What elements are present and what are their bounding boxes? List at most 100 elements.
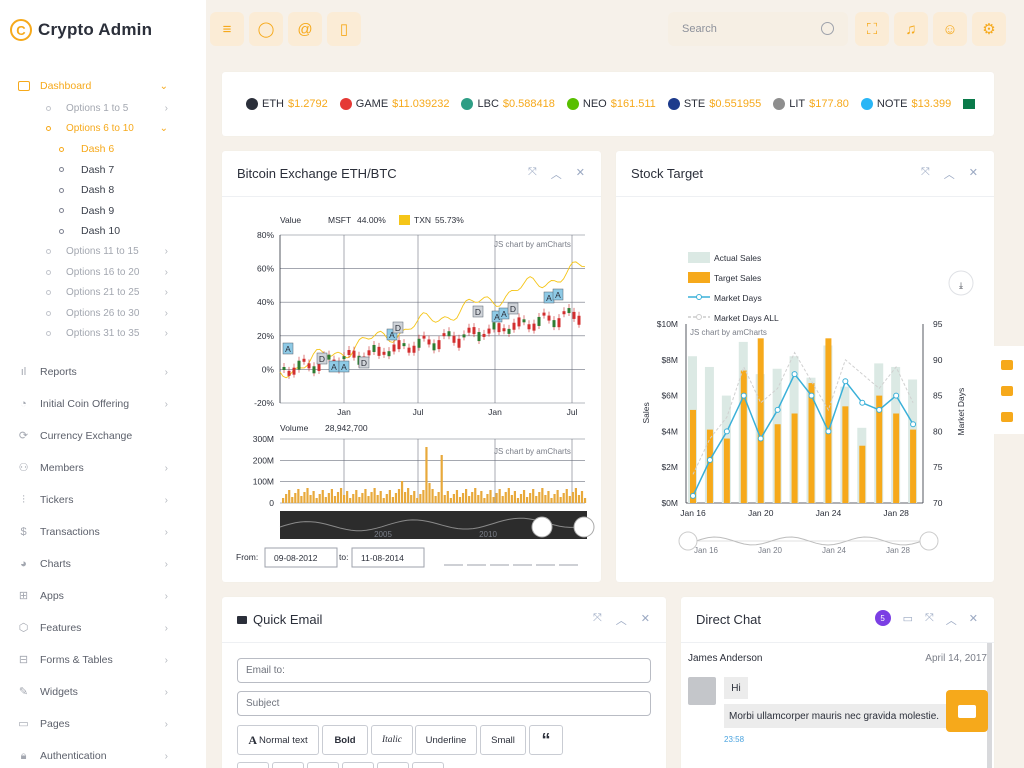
menu-button[interactable]: ≡ — [210, 12, 244, 46]
close-icon[interactable]: ✕ — [968, 613, 978, 625]
close-icon[interactable]: ✕ — [640, 613, 650, 625]
sidebar-item-dash[interactable]: Dash 6 — [0, 139, 206, 160]
sidebar-item-pages[interactable]: ▭ Pages › — [0, 708, 206, 740]
sidebar-item-dashboard[interactable]: Dashboard ⌄ — [0, 74, 206, 98]
candlestick — [377, 346, 381, 356]
collapse-icon[interactable]: ︿ — [615, 615, 627, 627]
stock-target-chart[interactable]: Actual Sales Target Sales Market Days Marke… — [616, 197, 994, 582]
point-market-days — [893, 392, 900, 399]
expand-icon[interactable]: ⤧ — [920, 166, 930, 178]
sidebar-item-dash[interactable]: Dash 7 — [0, 160, 206, 181]
ticker-item[interactable]: NEO $161.511 — [566, 98, 656, 110]
image-icon[interactable] — [1001, 386, 1013, 396]
volume-bar — [361, 493, 364, 503]
sidebar-item-charts[interactable]: ◕ Charts › — [0, 548, 206, 580]
settings-button[interactable]: ⚙ — [972, 12, 1006, 46]
sidebar-item-members[interactable]: ⚇ Members › — [0, 452, 206, 484]
expand-icon[interactable]: ⤧ — [924, 612, 934, 624]
series-line-market-days-all — [692, 351, 914, 475]
sidebar-item-initial-coin-offering[interactable]: ◔ Initial Coin Offering › — [0, 388, 206, 420]
ticker-item[interactable]: STE $0.551955 — [667, 98, 761, 110]
expand-icon[interactable]: ⤧ — [592, 612, 602, 624]
bell-button[interactable]: ♫ — [894, 12, 928, 46]
sidebar-item-tickers[interactable]: ⫶ Tickers › — [0, 484, 206, 516]
event-flag-label: A — [494, 312, 500, 322]
chat-button[interactable]: ◯ — [249, 12, 283, 46]
ticker-item[interactable]: NOTE $13.399 — [860, 98, 951, 110]
bold-button[interactable]: Bold — [322, 725, 368, 755]
small-button[interactable]: Small — [480, 725, 526, 755]
ticker-item[interactable]: ETH $1.2792 — [246, 98, 328, 110]
volume-bar — [285, 494, 288, 503]
user-button[interactable]: ☺ — [933, 12, 967, 46]
normal-text-button[interactable]: A Normal text — [237, 725, 319, 755]
candlestick — [292, 367, 296, 375]
point-market-days — [757, 435, 764, 442]
app-logo[interactable]: C Crypto Admin — [10, 14, 152, 46]
sidebar-item-apps[interactable]: ⊞ Apps › — [0, 580, 206, 612]
chat-launcher-button[interactable] — [946, 690, 988, 732]
sidebar-item-dash[interactable]: Dash 10 — [0, 221, 206, 242]
sidebar-item-options[interactable]: Options 31 to 35 › — [0, 324, 206, 345]
point-market-days — [791, 371, 798, 378]
sidebar-item-options[interactable]: Options 1 to 5 › — [0, 98, 206, 119]
pie-icon: ◕ — [20, 557, 27, 570]
ticker-symbol: LBC — [477, 98, 499, 110]
camera-icon[interactable] — [1001, 360, 1013, 370]
bar-chart-icon: ıl — [20, 365, 27, 378]
point-market-days — [825, 428, 832, 435]
expand-icon[interactable]: ⤧ — [527, 166, 537, 178]
ticker-item[interactable]: LIT $177.80 — [773, 98, 849, 110]
sidebar-item-widgets[interactable]: ✎ Widgets › — [0, 676, 206, 708]
chat-icon[interactable]: ▭ — [902, 613, 913, 625]
ticker-item[interactable]: GAME $11.039232 — [339, 98, 449, 110]
coin-icon — [963, 99, 976, 109]
y-left-label: Sales — [641, 402, 651, 423]
clipboard-button[interactable]: ▯ — [327, 12, 361, 46]
volume-tick-label: 200M — [253, 455, 274, 465]
sidebar-item-options[interactable]: Options 6 to 10 ⌄ — [0, 119, 206, 140]
volume-bar — [449, 498, 452, 503]
candlestick — [457, 338, 461, 348]
sidebar-item-transactions[interactable]: $ Transactions › — [0, 516, 206, 548]
sidebar-item-dash[interactable]: Dash 9 — [0, 201, 206, 222]
layers-icon[interactable] — [1001, 412, 1013, 422]
subject-field[interactable]: Subject — [237, 691, 651, 716]
close-icon[interactable]: ✕ — [575, 167, 585, 179]
bar-target-sales — [774, 424, 781, 503]
scrollbar[interactable] — [987, 643, 992, 768]
volume-bar — [339, 488, 343, 503]
event-flag-label: D — [361, 358, 367, 368]
sidebar-item-options[interactable]: Options 16 to 20 › — [0, 262, 206, 283]
sidebar-item-options[interactable]: Options 11 to 15 › — [0, 242, 206, 263]
quote-button[interactable]: “ — [529, 725, 563, 755]
email-to-field[interactable]: Email to: — [237, 658, 651, 683]
sidebar-item-options[interactable]: Options 26 to 30 › — [0, 303, 206, 324]
underline-button[interactable]: Underline — [415, 725, 477, 755]
candlestick — [407, 347, 411, 353]
sidebar-item-currency-exchange[interactable]: ⟳ Currency Exchange — [0, 420, 206, 452]
ticker-price: $177.80 — [809, 98, 849, 110]
y-left-tick: $4M — [661, 426, 678, 436]
bitcoin-chart[interactable]: Value MSFT 44.00% TXN 55.73% JS chart by amCh… — [222, 197, 601, 582]
sidebar-item-forms-tables[interactable]: ⊟ Forms & Tables › — [0, 644, 206, 676]
event-flag — [392, 321, 404, 334]
at-button[interactable]: @ — [288, 12, 322, 46]
sidebar-item-features[interactable]: ⬡ Features › — [0, 612, 206, 644]
volume-bar — [294, 493, 297, 503]
search-input[interactable]: Search — [668, 12, 848, 46]
collapse-icon[interactable]: ︿ — [945, 615, 957, 627]
search-icon[interactable] — [821, 22, 834, 35]
y-tick-label: 0% — [262, 364, 275, 374]
collapse-icon[interactable]: ︿ — [550, 169, 562, 181]
sidebar-item-authentication[interactable]: 🔒︎ Authentication › — [0, 740, 206, 768]
fullscreen-button[interactable]: ⛶ — [855, 12, 889, 46]
collapse-icon[interactable]: ︿ — [943, 169, 955, 181]
sidebar-item-options[interactable]: Options 21 to 25 › — [0, 283, 206, 304]
sidebar-item-reports[interactable]: ıl Reports › — [0, 356, 206, 388]
close-icon[interactable]: ✕ — [968, 167, 978, 179]
volume-bar — [376, 495, 379, 503]
ticker-item[interactable]: LBC $0.588418 — [461, 98, 555, 110]
sidebar-item-dash[interactable]: Dash 8 — [0, 180, 206, 201]
italic-button[interactable]: Italic — [371, 725, 413, 755]
